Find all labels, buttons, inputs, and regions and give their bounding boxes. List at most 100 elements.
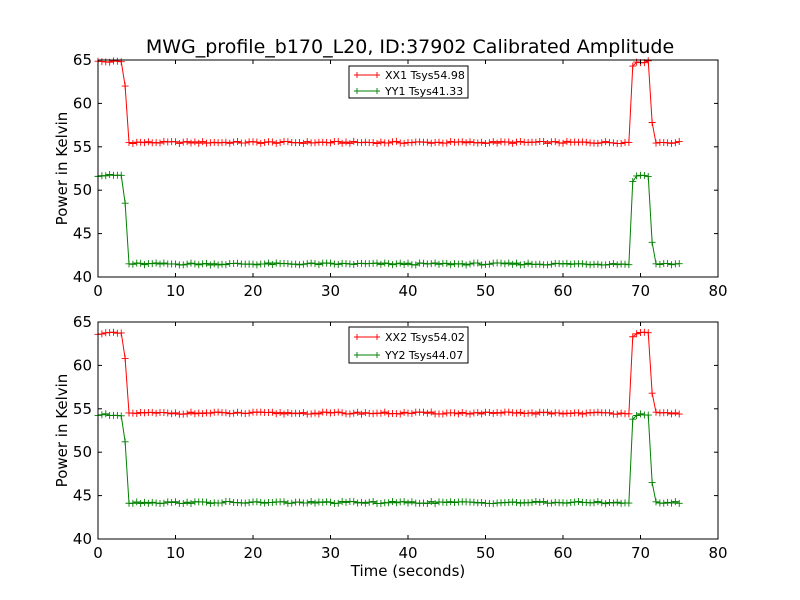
y-axis-label: Power in Kelvin (53, 112, 71, 226)
data-point (505, 138, 513, 146)
data-point (222, 138, 230, 146)
data-point (288, 410, 296, 418)
data-point (482, 139, 489, 147)
data-point (524, 259, 532, 267)
data-point (396, 410, 404, 418)
data-point (113, 411, 121, 419)
data-point (474, 409, 482, 417)
x-tick-label: 0 (93, 282, 103, 300)
data-point (664, 259, 672, 267)
data-point (478, 499, 486, 506)
data-point (656, 261, 664, 269)
data-point (156, 260, 164, 268)
x-tick-label: 60 (553, 544, 572, 562)
data-point (489, 409, 497, 417)
data-point (606, 409, 613, 417)
data-point (102, 172, 110, 180)
x-tick-label: 20 (243, 544, 262, 562)
data-point (594, 408, 602, 416)
data-point (311, 260, 319, 268)
data-point (121, 354, 129, 362)
data-point (334, 408, 342, 416)
data-point (350, 409, 358, 417)
data-point (199, 260, 207, 268)
data-point (230, 409, 238, 417)
data-point (234, 259, 241, 267)
data-point (377, 499, 385, 507)
x-tick-label: 50 (476, 282, 495, 300)
data-point (385, 139, 393, 147)
data-point (195, 409, 203, 417)
data-point (268, 408, 276, 416)
data-point (458, 138, 466, 146)
legend: XX2 Tsys54.02 YY2 Tsys44.07 (348, 326, 469, 364)
legend-label: XX2 Tsys54.02 (385, 331, 465, 344)
data-point (427, 260, 435, 268)
data-point (567, 410, 575, 418)
data-point (606, 498, 613, 506)
data-point (226, 498, 234, 506)
data-point (497, 259, 505, 267)
data-point (141, 498, 148, 506)
data-point (640, 172, 648, 180)
bottom-plot: 0 10 20 30 40 50 60 70 80 40 45 50 55 60 65 Power in Ke… (53, 313, 728, 580)
data-point (590, 409, 598, 417)
data-point (261, 138, 269, 146)
data-point (412, 261, 420, 269)
data-point (342, 498, 350, 506)
data-point (334, 260, 342, 268)
legend-marker (354, 352, 360, 358)
data-point (590, 499, 598, 507)
data-point (179, 261, 187, 269)
data-point (373, 140, 381, 148)
data-point (629, 415, 637, 423)
data-point (187, 139, 195, 147)
data-point (447, 138, 455, 146)
data-point (528, 409, 536, 417)
data-point (547, 410, 555, 418)
data-point (253, 498, 261, 506)
data-point (303, 260, 311, 268)
y-tick-label: 55 (73, 138, 92, 156)
data-point (400, 498, 408, 506)
data-point (144, 138, 152, 146)
data-point (334, 137, 342, 145)
data-point (253, 261, 261, 269)
legend-marker (374, 352, 380, 358)
data-point (575, 409, 582, 417)
data-point (245, 409, 253, 417)
data-point (249, 138, 257, 146)
data-point (547, 499, 555, 507)
x-tick-label: 70 (631, 544, 650, 562)
data-point (98, 411, 106, 419)
data-point (148, 498, 156, 506)
data-point (458, 260, 466, 268)
data-point (567, 260, 575, 268)
data-point (609, 260, 617, 268)
data-point (470, 498, 478, 506)
data-point (423, 500, 431, 508)
data-point (462, 409, 470, 417)
x-tick-label: 80 (708, 282, 727, 300)
data-point (195, 139, 203, 147)
data-point (451, 409, 458, 417)
y-axis-label: Power in Kelvin (53, 374, 71, 488)
x-tick-label: 40 (398, 282, 417, 300)
data-point (532, 138, 540, 146)
data-point (555, 409, 563, 417)
data-point (594, 498, 602, 506)
data-point (373, 259, 381, 267)
x-tick-label: 30 (321, 544, 340, 562)
data-point (129, 260, 137, 268)
data-point (513, 409, 520, 417)
data-point (257, 139, 265, 147)
data-point (435, 138, 443, 146)
data-point (544, 261, 551, 269)
data-point (172, 498, 179, 506)
data-point (369, 410, 377, 418)
data-point (164, 498, 172, 506)
data-point (652, 260, 660, 268)
data-point (307, 410, 315, 418)
data-point (536, 260, 544, 268)
data-point (497, 409, 505, 417)
